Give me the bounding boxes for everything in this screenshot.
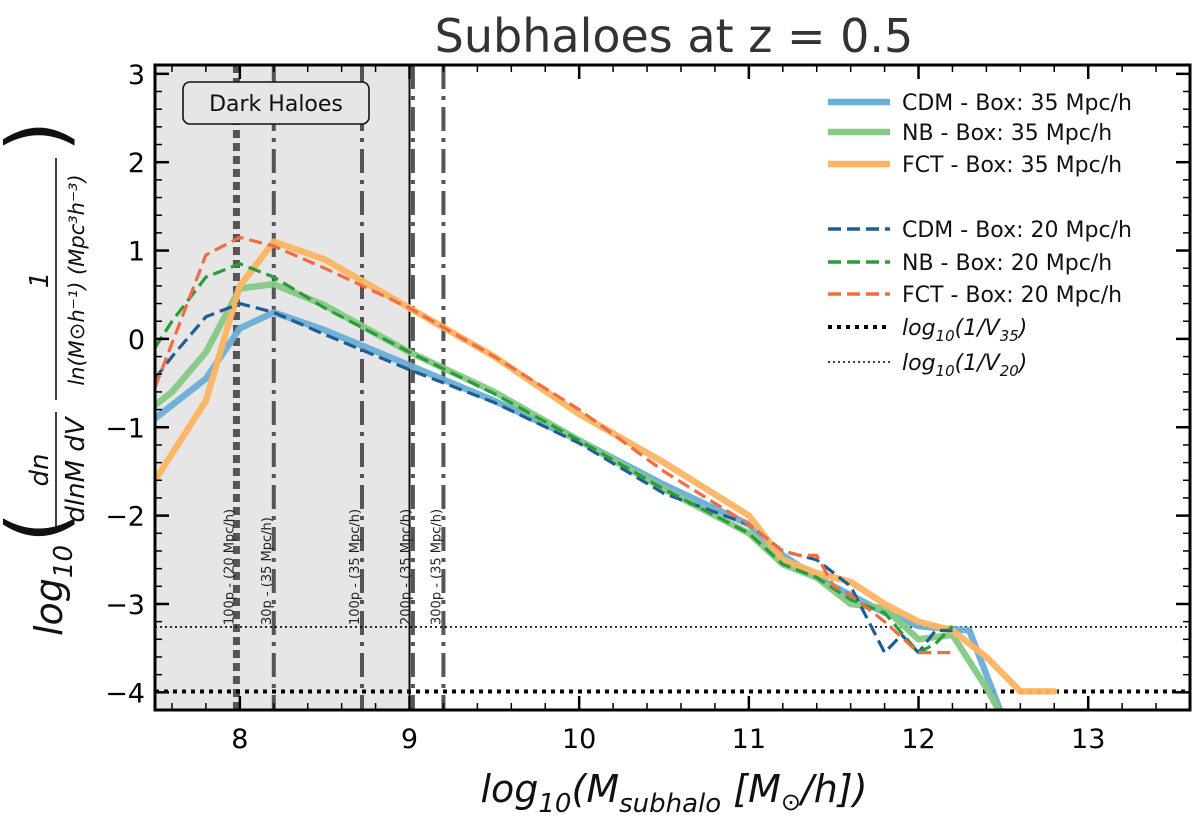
svg-text:dn: dn: [25, 454, 55, 487]
y-tick-label: 0: [128, 325, 145, 356]
y-tick-label: 1: [128, 237, 145, 268]
legend-label-3: CDM - Box: 20 Mpc/h: [902, 218, 1132, 243]
legend-label-2: FCT - Box: 35 Mpc/h: [902, 153, 1122, 178]
vertical-line-label-3: 200p - (35 Mpc/h): [399, 509, 414, 625]
dark-haloes-label-box: Dark Haloes: [182, 81, 370, 125]
data-series: [155, 235, 1058, 710]
x-axis-label: log10(Msubhalo [M⊙/h]): [480, 767, 867, 819]
legend-label-0: CDM - Box: 35 Mpc/h: [902, 91, 1132, 116]
dark-haloes-label: Dark Haloes: [209, 92, 343, 117]
y-tick-label: 3: [128, 60, 145, 91]
vertical-line-labels: 100p - (20 Mpc/h) 30p - (35 Mpc/h) 100p - …: [222, 509, 444, 625]
chart-title: Subhaloes at z = 0.5: [435, 9, 914, 63]
vertical-line-label-2: 100p - (35 Mpc/h): [348, 509, 363, 625]
legend-label-5: FCT - Box: 20 Mpc/h: [902, 283, 1122, 308]
y-tick-label: −3: [105, 590, 145, 621]
series-line-4: [155, 262, 954, 655]
vertical-line-label-4: 300p - (35 Mpc/h): [429, 509, 444, 625]
svg-text:1: 1: [25, 272, 55, 289]
vertical-line-label-0: 100p - (20 Mpc/h): [222, 509, 237, 625]
legend-label-4: NB - Box: 20 Mpc/h: [902, 251, 1112, 276]
series-line-3: [155, 302, 953, 655]
y-tick-label: −1: [105, 413, 145, 444]
x-tick-label: 13: [1071, 724, 1105, 755]
x-tick-label: 10: [562, 724, 596, 755]
series-line-5: [155, 235, 953, 655]
svg-text:log10: log10: [27, 545, 79, 636]
x-tick-labels: 8 9 10 11 12 13: [231, 724, 1105, 755]
y-tick-label: 2: [128, 148, 145, 179]
plot-frame: [153, 63, 1192, 712]
y-tick-label: −4: [105, 678, 145, 709]
legend-hline-label-0: log10(1/V35): [902, 316, 1027, 345]
legend: CDM - Box: 35 Mpc/h NB - Box: 35 Mpc/h FCT…: [828, 91, 1132, 380]
horizontal-reference-lines: [155, 626, 1190, 694]
y-tick-label: −2: [105, 502, 145, 533]
svg-text:dlnM dV: dlnM dV: [61, 415, 91, 522]
legend-hline-label-1: log10(1/V20): [902, 351, 1027, 380]
x-tick-label: 12: [901, 724, 935, 755]
svg-text:ln(M⊙h⁻¹) (Mpc³h⁻³): ln(M⊙h⁻¹) (Mpc³h⁻³): [65, 174, 89, 385]
svg-text:(: (: [0, 512, 83, 543]
series-line-0: [155, 309, 1004, 710]
x-tick-label: 11: [732, 724, 766, 755]
x-tick-label: 9: [401, 724, 418, 755]
legend-label-1: NB - Box: 35 Mpc/h: [902, 121, 1112, 146]
vertical-line-label-1: 30p - (35 Mpc/h): [260, 517, 275, 625]
vertical-reference-lines: [232, 65, 446, 710]
svg-text:): ): [0, 121, 83, 152]
y-axis-label: log10 ( dn dlnM dV 1 ln(M⊙h⁻¹) (Mpc³h⁻³)…: [0, 121, 91, 636]
y-tick-labels: −4 −3 −2 −1 0 1 2 3: [105, 60, 145, 709]
x-tick-label: 8: [231, 724, 248, 755]
